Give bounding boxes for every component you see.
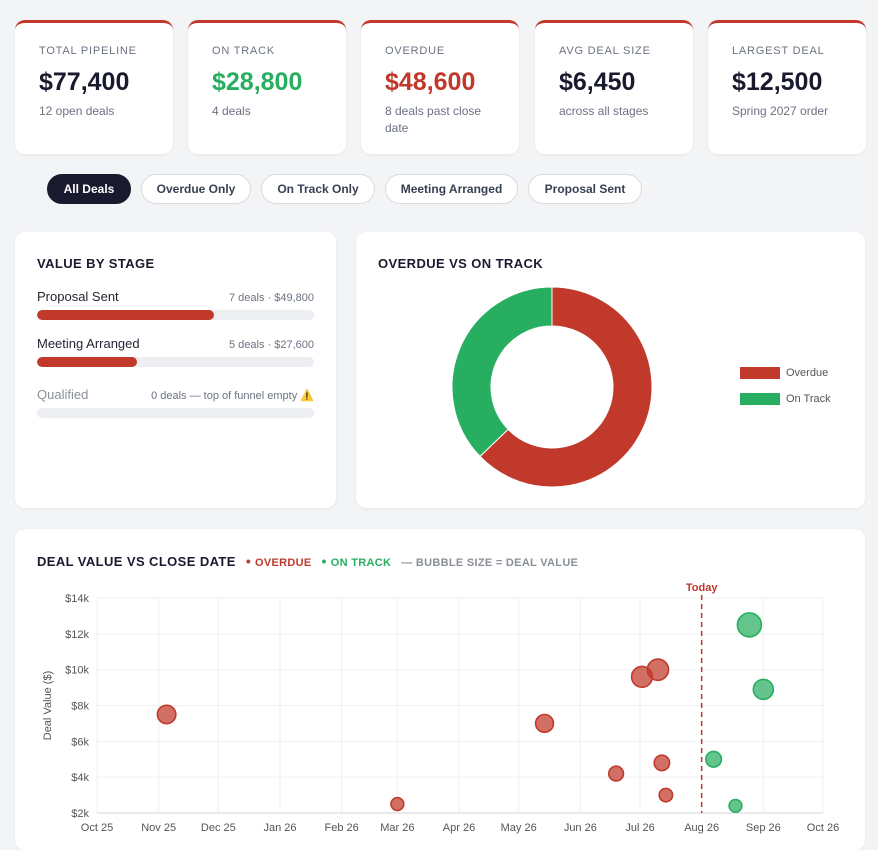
filter-all-deals[interactable]: All Deals (47, 174, 131, 204)
kpi-value: $28,800 (212, 68, 303, 96)
value-by-stage-title: VALUE BY STAGE (37, 256, 155, 271)
legend-swatch-overdue (740, 367, 780, 379)
scatter-chart: $2k $4k $6k $8k $10k $12k $14k Oct 25 Nov 25 Dec … (42, 582, 839, 834)
legend-label: Overdue (786, 367, 829, 379)
filter-meeting-arranged[interactable]: Meeting Arranged (385, 174, 518, 204)
kpi-sub: Spring 2027 order (732, 104, 829, 118)
x-tick-label: Nov 25 (141, 822, 176, 834)
stage-meeting-arranged: Meeting Arranged 5 deals · $27,600 (37, 336, 314, 367)
filter-on-track-only[interactable]: On Track Only (261, 174, 375, 204)
kpi-label: OVERDUE (385, 45, 445, 57)
stage-name: Proposal Sent (37, 289, 119, 304)
x-tick-label: Jul 26 (625, 822, 654, 834)
donut-slice-overdue[interactable] (479, 286, 653, 488)
stage-bar-track (37, 357, 314, 367)
kpi-card-on-track: ON TRACK $28,800 4 deals (188, 20, 346, 154)
y-tick-label: $8k (71, 701, 89, 713)
legend-on-track[interactable]: On Track (740, 393, 831, 405)
stage-bar-track (37, 310, 314, 320)
kpi-label: ON TRACK (212, 45, 276, 57)
y-axis-title: Deal Value ($) (42, 671, 54, 741)
y-tick-label: $2k (71, 808, 89, 820)
kpi-label: AVG DEAL SIZE (559, 45, 651, 57)
x-tick-label: Sep 26 (746, 822, 781, 834)
y-tick-label: $10k (65, 665, 89, 677)
donut-chart (451, 286, 653, 488)
filter-proposal-sent[interactable]: Proposal Sent (528, 174, 642, 204)
tag-on-track: • ON TRACK (321, 553, 392, 569)
legend-overdue[interactable]: Overdue (740, 367, 828, 379)
bubble-on-track[interactable] (705, 750, 723, 768)
kpi-value: $6,450 (559, 68, 636, 96)
deal-value-vs-close-date-card: DEAL VALUE VS CLOSE DATE • OVERDUE • ON TR… (15, 529, 865, 850)
x-tick-label: Oct 25 (81, 822, 113, 834)
bubble-overdue[interactable] (156, 704, 177, 725)
tag-bubble-note: — BUBBLE SIZE = DEAL VALUE (401, 557, 579, 569)
x-tick-label: Mar 26 (380, 822, 414, 834)
bubble-overdue[interactable] (653, 754, 671, 772)
y-tick-label: $6k (71, 736, 89, 748)
stage-meta: 5 deals · $27,600 (228, 339, 314, 351)
x-tick-label: Oct 26 (807, 822, 839, 834)
stage-qualified: Qualified 0 deals — top of funnel empty … (37, 387, 314, 418)
filter-overdue-only[interactable]: Overdue Only (141, 174, 251, 204)
overdue-vs-on-track-card: OVERDUE VS ON TRACK Overdue On Track (356, 232, 865, 508)
stage-name: Meeting Arranged (37, 336, 140, 351)
scatter-title: DEAL VALUE VS CLOSE DATE (37, 554, 236, 569)
bubble-on-track[interactable] (752, 678, 775, 701)
bubble-overdue[interactable] (658, 787, 674, 803)
value-by-stage-card: VALUE BY STAGE Proposal Sent 7 deals · $… (15, 232, 336, 508)
kpi-card-total-pipeline: TOTAL PIPELINE $77,400 12 open deals (15, 20, 173, 154)
y-tick-label: $14k (65, 593, 89, 605)
bubble-overdue[interactable] (390, 796, 405, 812)
stage-name: Qualified (37, 387, 89, 402)
y-tick-label: $4k (71, 772, 89, 784)
x-tick-label: May 26 (501, 822, 537, 834)
stage-bar-fill (37, 357, 137, 367)
kpi-sub: 8 deals past close date (385, 104, 482, 135)
tag-overdue: • OVERDUE (245, 553, 312, 569)
x-tick-label: Jan 26 (263, 822, 296, 834)
kpi-label: TOTAL PIPELINE (39, 45, 137, 57)
stage-meta: 7 deals · $49,800 (228, 292, 314, 304)
donut-slice-on-track[interactable] (451, 286, 553, 458)
x-tick-label: Feb 26 (325, 822, 359, 834)
donut-title: OVERDUE VS ON TRACK (378, 256, 544, 271)
legend-label: On Track (786, 393, 831, 405)
stage-bar-fill (37, 310, 215, 320)
kpi-sub: 4 deals (212, 104, 251, 118)
stage-proposal-sent: Proposal Sent 7 deals · $49,800 (37, 289, 314, 320)
scatter-header: DEAL VALUE VS CLOSE DATE • OVERDUE • ON TR… (37, 553, 578, 569)
kpi-sub: 12 open deals (39, 104, 115, 118)
x-tick-label: Dec 25 (201, 822, 236, 834)
y-tick-label: $12k (65, 629, 89, 641)
stage-bar-track (37, 408, 314, 418)
bubble-overdue[interactable] (646, 658, 670, 682)
legend-swatch-on-track (740, 393, 780, 405)
stage-meta: 0 deals — top of funnel empty ⚠️ (151, 389, 314, 402)
today-label: Today (686, 582, 718, 594)
bubble-on-track[interactable] (736, 612, 763, 638)
x-tick-label: Apr 26 (443, 822, 475, 834)
bubble-on-track[interactable] (728, 798, 743, 813)
kpi-sub: across all stages (559, 104, 649, 118)
kpi-card-largest-deal: LARGEST DEAL $12,500 Spring 2027 order (708, 20, 866, 154)
bubble-overdue[interactable] (607, 765, 625, 782)
kpi-label: LARGEST DEAL (732, 45, 825, 57)
kpi-card-avg-deal-size: AVG DEAL SIZE $6,450 across all stages (535, 20, 693, 154)
kpi-value: $48,600 (385, 68, 476, 96)
stage-meta-text: 0 deals — top of funnel empty (151, 390, 298, 402)
kpi-value: $12,500 (732, 68, 823, 96)
kpi-card-overdue: OVERDUE $48,600 8 deals past close date (361, 20, 519, 154)
x-tick-label: Aug 26 (684, 822, 719, 834)
bubble-overdue[interactable] (534, 713, 555, 734)
warning-icon: ⚠️ (300, 390, 314, 402)
kpi-value: $77,400 (39, 68, 130, 96)
x-tick-label: Jun 26 (564, 822, 597, 834)
